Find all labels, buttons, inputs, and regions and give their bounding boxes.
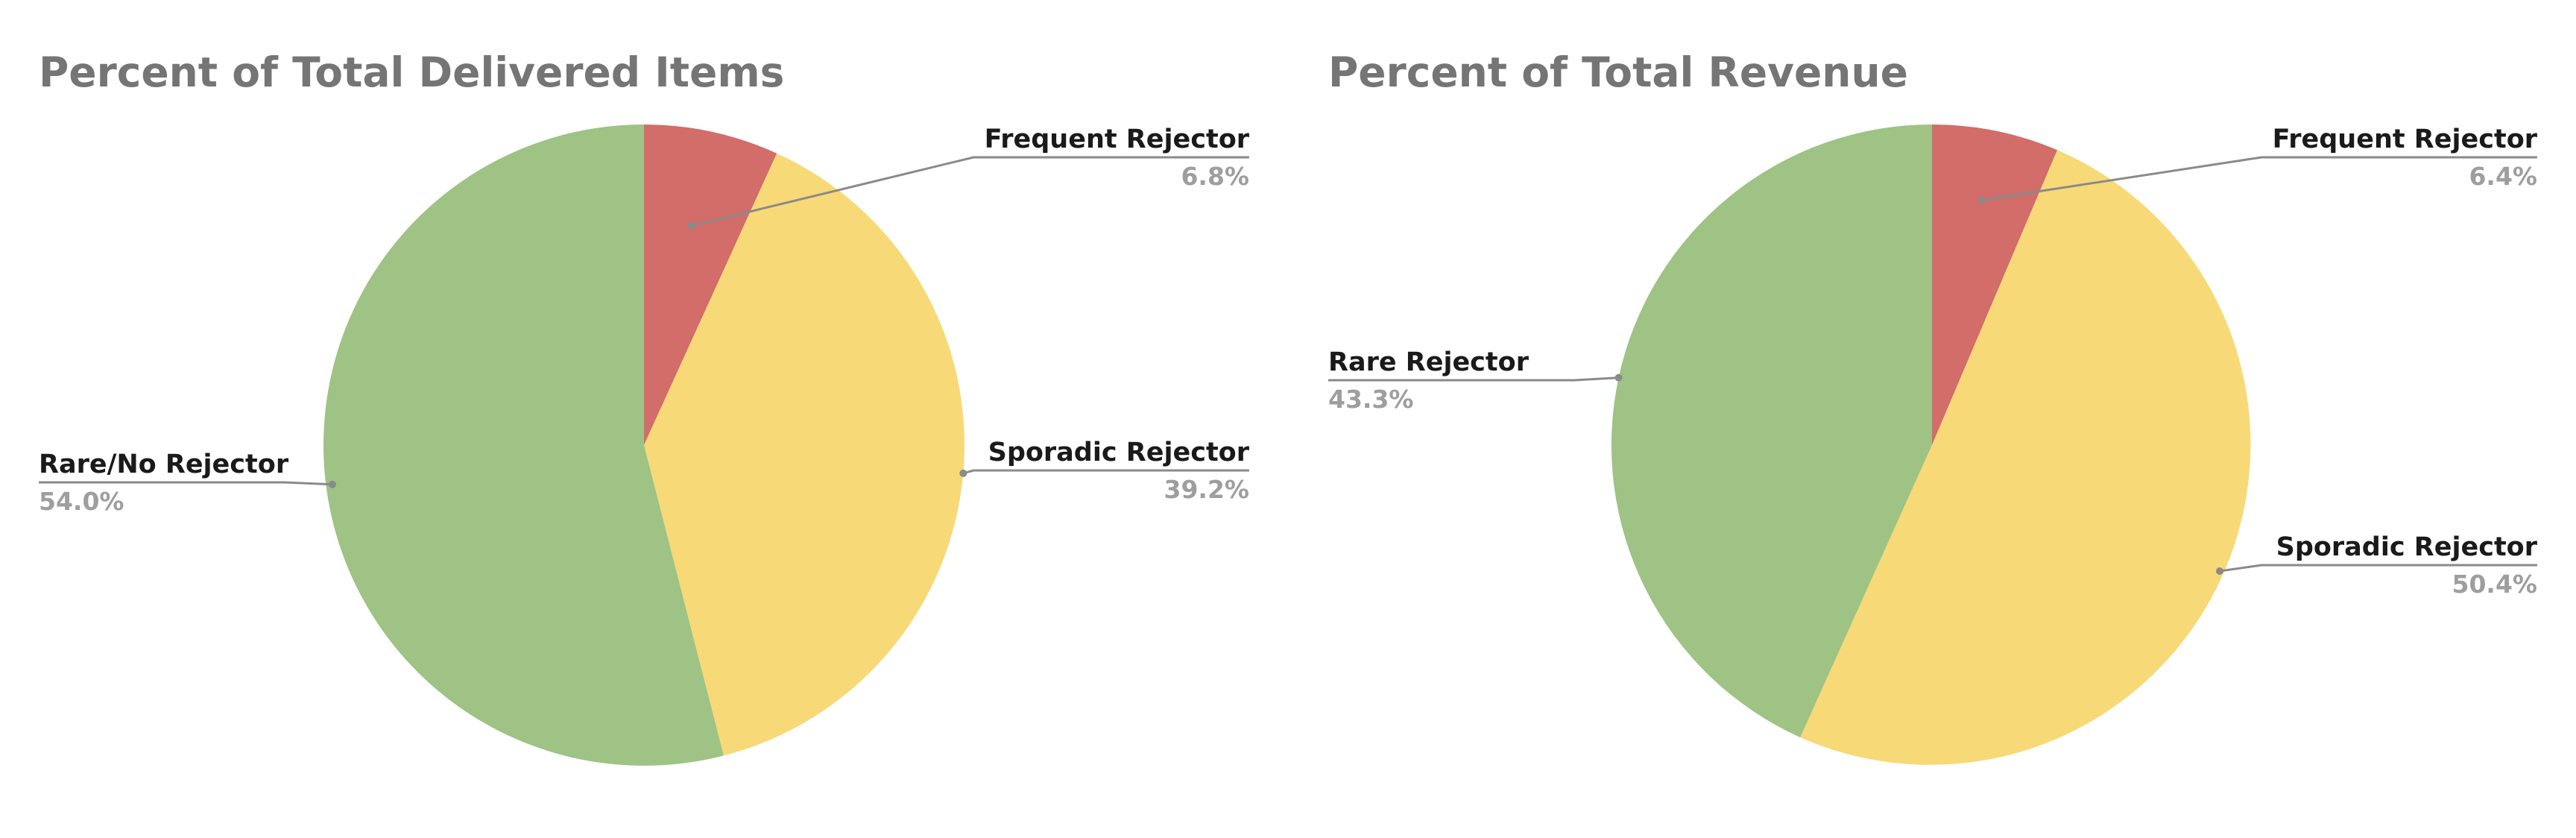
slice-value-label: 54.0%: [39, 487, 124, 516]
slice-value-label: 39.2%: [1164, 475, 1250, 504]
slice-label: Sporadic Rejector: [2276, 532, 2538, 562]
delivered-items-pie-chart: Percent of Total Delivered Items Frequen…: [39, 48, 1250, 766]
slice-value-label: 6.4%: [2469, 162, 2537, 191]
slice-value-label: 6.8%: [1181, 162, 1249, 191]
slice-label: Rare/No Rejector: [39, 450, 289, 479]
pie-slice-rare-no-rejector: [323, 125, 724, 766]
slice-value-label: 43.3%: [1328, 385, 1414, 414]
pie-labels: Frequent Rejector 6.4% Sporadic Rejector 50…: [1328, 125, 2538, 599]
pie-slice-sporadic-rejector: [644, 153, 965, 756]
pie-slices: [323, 125, 965, 766]
pie-slice-frequent-rejector: [1932, 124, 2058, 445]
leader-dot: [1614, 374, 1623, 382]
slice-label: Frequent Rejector: [2273, 125, 2538, 154]
leader-line: [962, 469, 1249, 475]
slice-value-label: 50.4%: [2452, 570, 2538, 599]
pie-slices: [1611, 124, 2251, 765]
leader-line: [1981, 156, 2537, 201]
slice-label: Sporadic Rejector: [988, 438, 1250, 467]
leader-line: [1328, 377, 1619, 382]
chart-title: Percent of Total Delivered Items: [39, 48, 784, 96]
leader-line: [691, 156, 1249, 227]
leader-dot: [687, 221, 695, 230]
leader-line: [2219, 564, 2537, 573]
revenue-pie-chart: Percent of Total Revenue Frequent Reject…: [1328, 48, 2538, 765]
pie-labels: Frequent Rejector 6.8% Sporadic Rejector 39…: [39, 125, 1250, 516]
chart-title: Percent of Total Revenue: [1328, 48, 1908, 96]
slice-label: Rare Rejector: [1328, 347, 1530, 377]
leader-dot: [959, 469, 967, 477]
pie-slice-rare-rejector: [1611, 124, 1932, 737]
leader-dot: [1977, 196, 1986, 204]
leader-line: [39, 481, 332, 486]
pie-slice-sporadic-rejector: [1800, 150, 2251, 765]
slice-label: Frequent Rejector: [985, 125, 1250, 154]
pie-slice-frequent-rejector: [644, 125, 777, 445]
leader-dot: [2216, 567, 2223, 575]
leader-dot: [328, 480, 336, 488]
